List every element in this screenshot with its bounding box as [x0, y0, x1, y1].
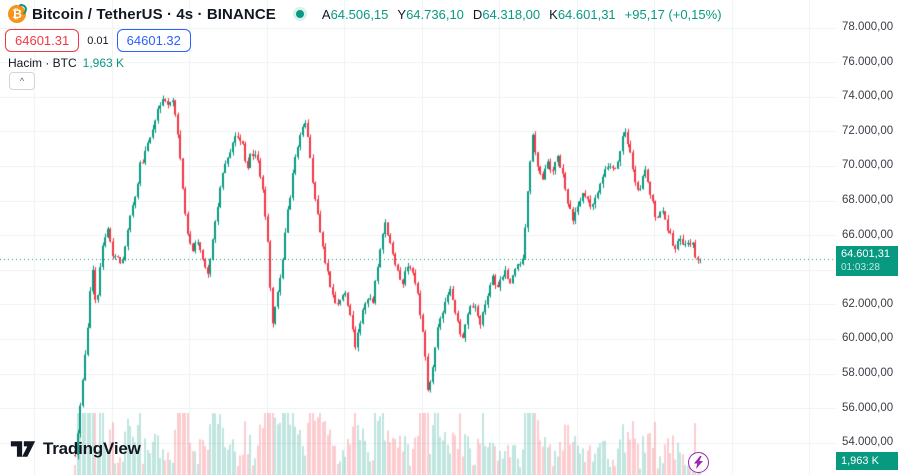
- spread-value: 0.01: [87, 34, 109, 47]
- market-status-icon: [295, 10, 304, 18]
- tradingview-logo[interactable]: TradingView: [10, 439, 141, 459]
- close-number: 64.601,31: [557, 6, 616, 22]
- buy-ask-button[interactable]: 64601.32: [116, 29, 191, 52]
- price-axis-label: 68.000,00: [842, 194, 894, 206]
- price-axis-label: 70.000,00: [842, 159, 894, 172]
- volume-axis-badge: 1,963 K: [836, 452, 898, 470]
- trade-buttons: 64601.31 0.01 64601.32: [5, 29, 191, 52]
- symbol-header: ₿ Bitcoin / TetherUS · 4s · BINANCE A64.…: [8, 4, 722, 24]
- tradingview-logo-icon: [10, 441, 36, 457]
- price-axis-label: 56.000,00: [842, 401, 894, 414]
- price-axis-label: 78.000,00: [842, 21, 894, 33]
- collapse-panel-button[interactable]: ^: [9, 72, 35, 90]
- ohlc-values: A64.506,15 Y64.736,10 D64.318,00 K64.601…: [322, 7, 722, 22]
- price-axis-label: 66.000,00: [842, 228, 894, 241]
- symbol-title[interactable]: Bitcoin / TetherUS · 4s · BINANCE: [32, 5, 276, 23]
- last-price-badge: 64.601,31 01:03:28: [836, 246, 898, 277]
- price-axis-label: 54.000,00: [842, 436, 894, 449]
- last-price-value: 64.601,31: [841, 248, 890, 261]
- open-label: A: [321, 6, 331, 22]
- high-value: Y64.736,10: [397, 7, 464, 22]
- volume-study-value: 1,963 K: [82, 56, 125, 70]
- high-label: Y: [397, 6, 407, 22]
- chevron-up-icon: ^: [19, 75, 25, 86]
- lightning-icon: [694, 456, 703, 469]
- price-axis-label: 76.000,00: [842, 55, 894, 68]
- open-number: 64.506,15: [330, 6, 389, 22]
- price-axis-label: 58.000,00: [842, 367, 894, 380]
- price-axis-label: 72.000,00: [842, 124, 894, 137]
- low-label: D: [472, 6, 483, 22]
- low-number: 64.318,00: [482, 6, 541, 22]
- tradingview-logo-text: TradingView: [43, 439, 141, 458]
- high-number: 64.736,10: [406, 6, 464, 22]
- price-axis-label: 74.000,00: [842, 90, 894, 103]
- close-value: K64.601,31: [549, 7, 616, 22]
- price-axis-label: 62.000,00: [842, 297, 894, 310]
- lightning-button[interactable]: [688, 452, 709, 473]
- change-value: +95,17 (+0,15%): [624, 6, 722, 22]
- bitcoin-icon: ₿: [8, 5, 26, 23]
- volume-study-label: Hacim · BTC: [8, 56, 77, 70]
- volume-study-row: Hacim · BTC 1,963 K: [8, 55, 124, 71]
- open-value: A64.506,15: [322, 7, 389, 22]
- close-label: K: [549, 6, 558, 22]
- sell-bid-button[interactable]: 64601.31: [5, 29, 80, 52]
- low-value: D64.318,00: [473, 7, 540, 22]
- price-axis-label: 60.000,00: [842, 332, 894, 345]
- bar-countdown: 01:03:28: [841, 262, 880, 274]
